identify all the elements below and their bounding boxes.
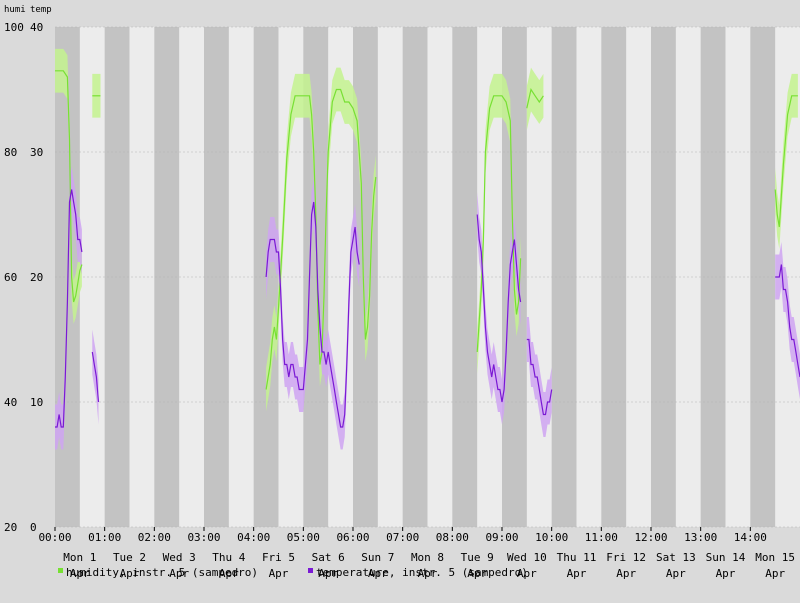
temperature-legend-swatch — [308, 568, 313, 573]
x-day-label: Sat 13 — [656, 551, 696, 564]
x-tick-label: 07:00 — [386, 531, 419, 544]
left-axis-title: humi — [4, 5, 26, 15]
right-axis-title: temp — [30, 5, 52, 15]
x-day-label: Wed 10 — [507, 551, 547, 564]
x-tick-label: 12:00 — [634, 531, 667, 544]
x-tick-label: 09:00 — [485, 531, 518, 544]
x-tick-label: 14:00 — [734, 531, 767, 544]
y-right-tick-label: 10 — [30, 396, 43, 409]
x-month-label: Apr — [120, 567, 140, 580]
series-lines — [55, 70, 800, 428]
y-left-tick-label: 80 — [4, 146, 17, 159]
temperature-range-band — [775, 242, 800, 400]
x-day-label: Thu 4 — [212, 551, 245, 564]
humidity-range-band — [526, 67, 544, 131]
humidity-series-line — [526, 87, 544, 109]
x-month-label: Apr — [318, 567, 338, 580]
x-day-label: Tue 2 — [113, 551, 146, 564]
x-tick-label: 11:00 — [585, 531, 618, 544]
x-tick-label: 00:00 — [38, 531, 71, 544]
temperature-range-band — [526, 317, 552, 437]
x-day-label: Wed 3 — [163, 551, 196, 564]
x-month-label: Apr — [169, 567, 189, 580]
x-tick-label: 04:00 — [237, 531, 270, 544]
x-tick-label: 08:00 — [436, 531, 469, 544]
temperature-series-line — [775, 264, 800, 378]
x-day-label: Thu 11 — [557, 551, 597, 564]
y-right-tick-label: 30 — [30, 146, 43, 159]
x-day-label: Fri 5 — [262, 551, 295, 564]
x-month-label: Apr — [269, 567, 289, 580]
x-tick-label: 10:00 — [535, 531, 568, 544]
x-tick-label: 06:00 — [336, 531, 369, 544]
x-month-label: Apr — [567, 567, 587, 580]
x-day-label: Tue 9 — [461, 551, 494, 564]
x-tick-label: 13:00 — [684, 531, 717, 544]
x-month-label: Apr — [765, 567, 785, 580]
x-day-label: Mon 1 — [63, 551, 96, 564]
axes: humi temp 20 40 60 80 100 0 10 20 30 40 00:00 01:00… — [4, 5, 795, 580]
temperature-range-band — [92, 329, 99, 425]
night-band — [253, 27, 279, 527]
x-month-label: Apr — [616, 567, 636, 580]
x-day-label: Fri 12 — [606, 551, 646, 564]
x-month-label: Apr — [368, 567, 388, 580]
x-month-label: Apr — [418, 567, 438, 580]
temperature-series-line — [526, 338, 553, 416]
temperature-range-band — [266, 179, 360, 450]
temperature-legend-label: temperature, instr. 5 (sampedro) — [316, 566, 528, 579]
temperature-series-line — [55, 189, 83, 428]
x-tick-label: 02:00 — [138, 531, 171, 544]
y-right-tick-label: 40 — [30, 21, 43, 34]
legend: humidity, instr. 5 (sampedro) temperature… — [58, 566, 528, 579]
x-month-label: Apr — [219, 567, 239, 580]
humidity-series-line — [774, 95, 798, 228]
y-right-tick-label: 0 — [30, 521, 37, 534]
x-tick-label: 03:00 — [187, 531, 220, 544]
x-tick-label: 01:00 — [88, 531, 121, 544]
humidity-series-line — [265, 88, 377, 390]
humidity-series-line — [55, 70, 83, 303]
y-left-tick-label: 60 — [4, 271, 17, 284]
temperature-range-band — [477, 192, 521, 425]
y-left-tick-label: 100 — [4, 21, 24, 34]
humidity-legend-label: humidity, instr. 5 (sampedro) — [66, 566, 258, 579]
grid-lines — [55, 26, 800, 528]
humidity-legend-swatch — [58, 568, 63, 573]
temperature-series-line — [265, 201, 360, 428]
x-month-label: Apr — [517, 567, 537, 580]
temperature-series-line — [476, 214, 522, 403]
x-month-label: Apr — [716, 567, 736, 580]
x-month-label: Apr — [70, 567, 90, 580]
temperature-series-line — [91, 351, 100, 403]
night-band — [601, 27, 627, 527]
y-right-tick-label: 20 — [30, 271, 43, 284]
x-day-label: Sun 14 — [706, 551, 746, 564]
x-tick-label: 05:00 — [287, 531, 320, 544]
x-month-label: Apr — [467, 567, 487, 580]
x-day-label: Mon 8 — [411, 551, 444, 564]
x-day-label: Sat 6 — [312, 551, 345, 564]
humidity-series-line — [476, 95, 522, 353]
x-month-label: Apr — [666, 567, 686, 580]
x-day-label: Mon 15 — [755, 551, 795, 564]
y-left-tick-label: 40 — [4, 396, 17, 409]
x-day-label: Sun 7 — [361, 551, 394, 564]
y-left-tick-label: 20 — [4, 521, 17, 534]
